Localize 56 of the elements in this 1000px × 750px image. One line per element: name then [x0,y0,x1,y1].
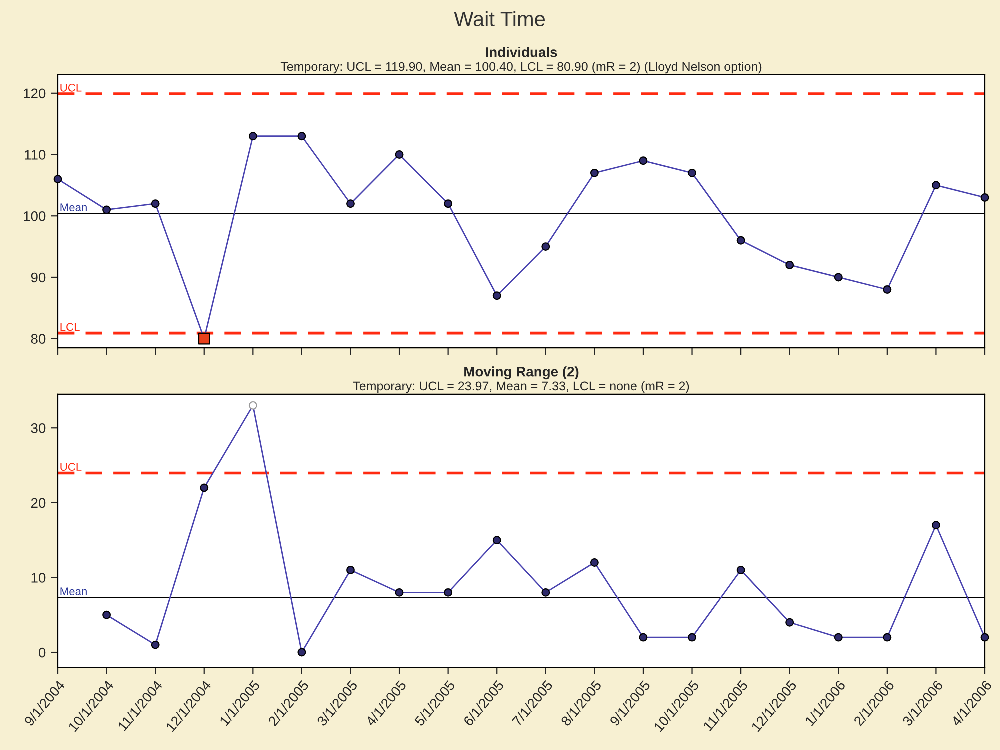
y-tick-label: 120 [24,88,46,99]
point [590,558,599,567]
point [54,175,62,184]
point [883,286,892,294]
chart-subtitle: Temporary: UCL = 119.90, Mean = 100.40, LCL = 80.90 (mR = 2) (Lloyd Nelson option) [280,62,762,74]
point [151,640,160,650]
ref-line-label: UCL [60,84,82,92]
point [980,633,990,642]
point [688,633,696,642]
text: Wait Time [454,11,545,27]
y-tick-label: 20 [31,498,46,508]
point [688,168,696,178]
y-tick-label: 110 [25,150,46,160]
point [102,206,112,214]
point [346,200,355,208]
ref-line-label: Mean [60,204,87,212]
ref-line-label: LCL [60,323,80,332]
point [736,566,746,574]
point [298,132,306,141]
point [395,588,404,597]
point [639,156,648,166]
point [542,242,550,252]
point [639,633,648,642]
point [444,200,453,208]
chart-title: Individuals [486,47,558,58]
point [200,484,209,492]
y-tick-label: 100 [24,211,46,222]
point [492,292,502,300]
y-tick-label: 80 [31,334,46,344]
y-tick-label: 90 [31,272,46,283]
point [980,193,990,202]
point [786,618,794,627]
point [346,566,355,574]
point [834,273,843,282]
ref-line-label: UCL [60,463,82,472]
chart-title: Moving Range (2) [464,366,579,380]
point [932,521,940,530]
point [590,168,599,178]
point [151,200,160,208]
point [395,150,404,159]
point [444,588,453,597]
point [932,181,940,190]
y-tick-label: 0 [39,648,46,658]
point [102,610,112,620]
chart-subtitle: Temporary: UCL = 23.97, Mean = 7.33, LCL = none (mR = 2) [353,381,690,394]
point [786,260,794,270]
point [834,633,843,642]
y-tick-label: 10 [32,573,46,583]
point [883,633,892,642]
point [298,648,306,657]
y-tick-label: 30 [31,423,46,434]
ref-line-label: Mean [60,588,87,596]
point [542,588,550,597]
point [248,132,258,141]
point [492,536,502,545]
point [736,236,746,245]
